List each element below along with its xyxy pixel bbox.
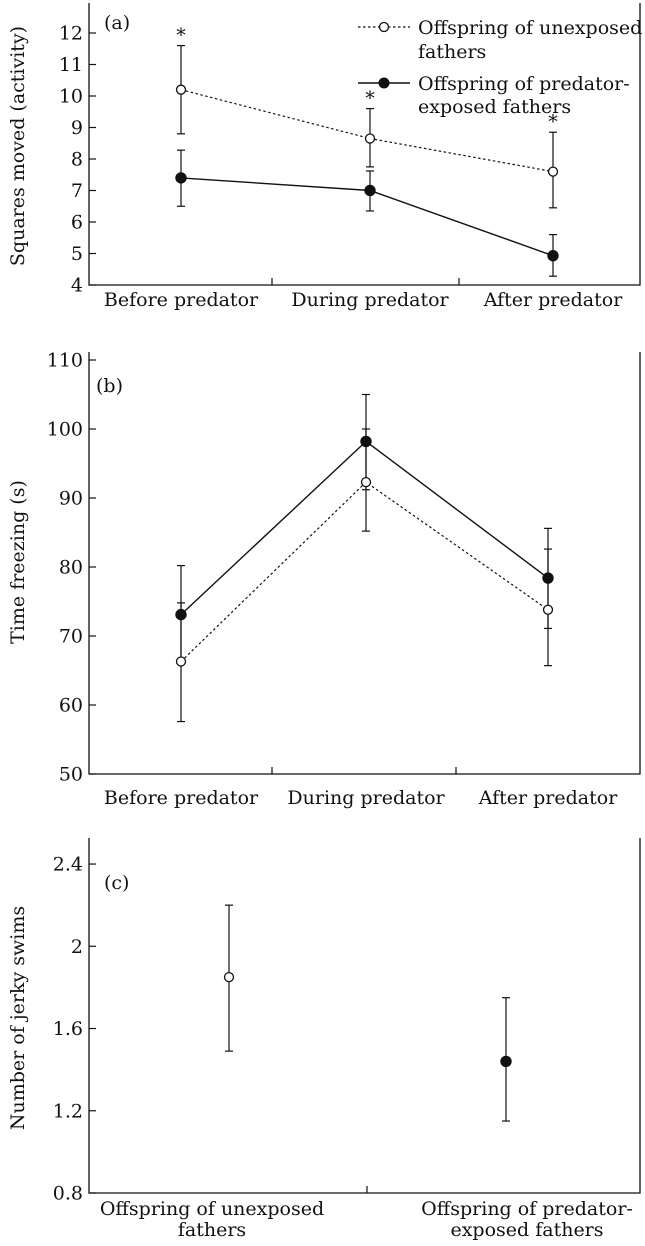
panel-a-point-open [364,133,376,144]
legend-label-exposed-line2: exposed fathers [418,96,571,118]
panel-a-y-tick-label: 8 [71,149,83,171]
panel-b-label: (b) [96,375,123,397]
panel-a-significance-star: * [365,88,375,110]
panel-b-series [175,393,554,723]
panel-b-point-open [175,656,187,667]
panel-c-ylabel: Number of jerky swims [7,906,29,1130]
panel-a-point-open [175,84,187,95]
panel-a-x-axis: Before predator During predator After pred… [104,278,623,311]
panel-b-freezing: (b) Time freezing (s) 50 60 70 80 90 100 110 B… [7,350,641,809]
panel-b-y-tick-label: 110 [47,350,83,372]
panel-b-y-axis: 50 60 70 80 90 100 110 [47,350,96,786]
panel-c-x-tick-label: fathers [178,1219,246,1241]
legend-label-exposed-line1: Offspring of predator- [418,73,630,95]
panel-b-point-filled [360,435,372,448]
panel-b-frame [88,352,641,775]
panel-b-x-tick-label: After predator [478,787,618,809]
panel-b-ylabel: Time freezing (s) [7,480,29,644]
panel-c-y-axis: 0.8 1.2 1.6 2 2.4 [53,854,96,1205]
panel-b-point-open [360,476,372,488]
legend-item-predator-exposed: Offspring of predator- exposed fathers [358,73,630,118]
panel-c-label: (c) [104,872,129,894]
panel-a-y-tick-label: 11 [59,54,83,76]
panel-a-significance-star: * [176,25,186,47]
legend-item-unexposed: Offspring of unexposed fathers [358,17,642,63]
panel-b-y-tick-label: 80 [59,557,83,579]
panel-a-y-tick-label: 9 [71,117,83,139]
legend-label-unexposed-line1: Offspring of unexposed [418,17,642,39]
panel-b-x-tick-label: During predator [287,787,445,809]
panel-c-x-tick-label: Offspring of predator- [421,1198,633,1220]
panel-c-jerky-swims: (c) Number of jerky swims 0.81.21.622.4 … [7,838,641,1241]
panel-b-series-line [180,481,549,662]
panel-c-y-tick-label: 2 [71,936,83,958]
panel-c-points [223,904,512,1122]
panel-c-y-tick-label: 0.8 [53,1183,83,1205]
panel-b-y-tick-label: 60 [59,695,83,717]
panel-a-significance-star: * [548,111,558,133]
panel-a-point-filled [175,172,187,184]
legend-filled-circle [378,77,390,89]
panel-c-x-tick-label: Offspring of unexposed [100,1198,324,1220]
panel-a-series [175,44,559,277]
panel-c-x-tick-label: exposed fathers [450,1219,603,1241]
panel-b-x-axis: Before predator During predator After pred… [104,767,618,809]
panel-b-point-open [542,604,554,615]
panel-b-point-filled [175,608,187,621]
legend-label-unexposed-line2: fathers [418,41,486,63]
panel-a-y-tick-label: 5 [71,243,83,265]
panel-a-y-tick-label: 10 [59,86,83,108]
panel-a-x-tick-label: During predator [291,289,449,311]
panel-a-y-tick-label: 7 [71,180,83,202]
panel-a-x-tick-label: Before predator [104,289,259,311]
panel-a-legend: Offspring of unexposed fathers Offspring… [358,17,642,118]
panel-a-significance-marks: * * * [176,25,558,134]
panel-a-y-tick-label: 6 [71,212,83,234]
panel-a-activity: (a) Squares moved (activity) 4 5 6 7 8 9 10 11 1… [7,3,642,311]
panel-b-x-tick-label: Before predator [104,787,259,809]
panel-b-y-tick-label: 70 [59,626,83,648]
panel-a-frame [88,3,641,286]
panel-a-y-tick-label: 12 [59,23,83,45]
panel-c-frame [88,838,641,1194]
panel-b-y-tick-label: 50 [59,764,83,786]
panel-b-y-tick-label: 100 [47,419,83,441]
panel-b-series-line [180,440,549,616]
panel-a-label: (a) [104,12,130,34]
panel-c-point-open [223,971,235,983]
panel-b-y-tick-label: 90 [59,488,83,510]
panel-b-point-filled [542,572,554,584]
panel-c-y-tick-label: 2.4 [53,854,83,876]
panel-c-y-tick-label: 1.2 [53,1100,83,1122]
panel-a-y-axis: 4 5 6 7 8 9 10 11 12 [59,23,96,297]
panel-a-y-tick-label: 4 [71,275,83,297]
legend-open-circle [378,21,390,33]
panel-a-point-filled [547,250,559,262]
panel-a-ylabel: Squares moved (activity) [7,26,29,266]
panel-c-y-tick-label: 1.6 [53,1018,83,1040]
panel-c-point-filled [500,1055,512,1068]
panel-a-x-tick-label: After predator [483,289,623,311]
panel-a-point-open [547,166,559,177]
panel-a-point-filled [364,184,376,197]
